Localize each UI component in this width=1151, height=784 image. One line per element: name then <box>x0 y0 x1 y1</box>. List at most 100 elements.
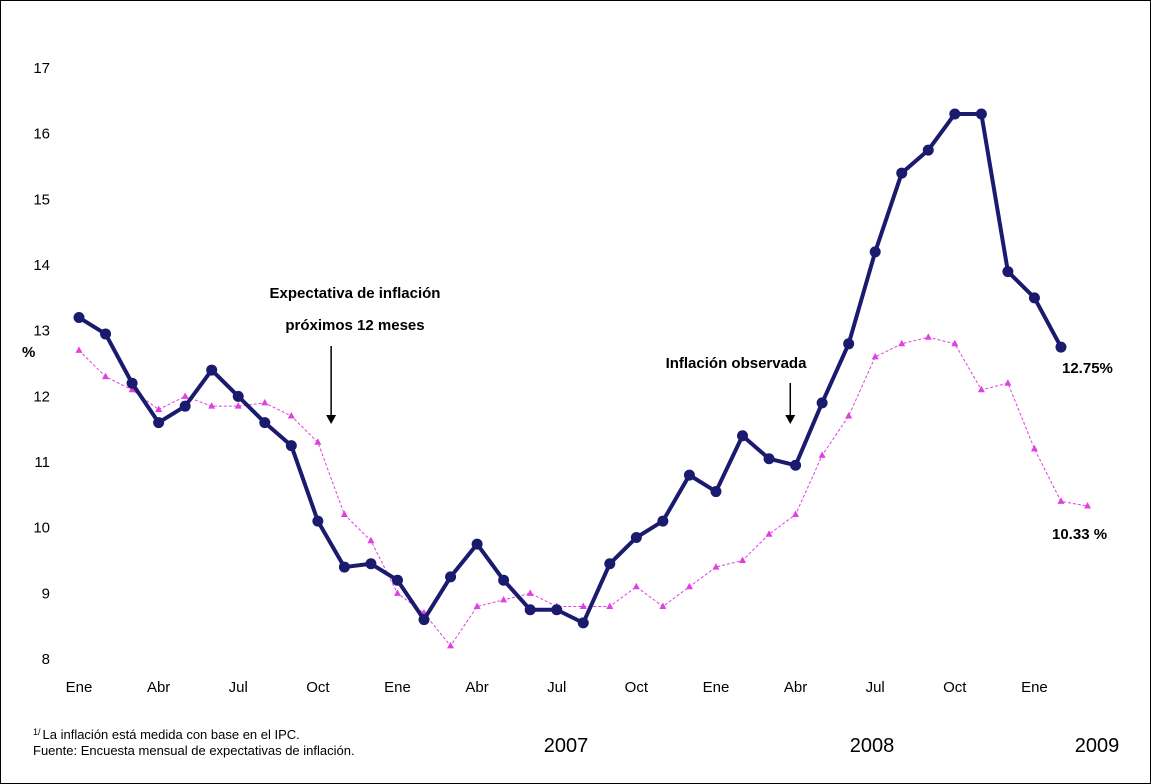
x-tick-label: Jul <box>547 679 566 696</box>
expected-inflation-point <box>685 582 693 590</box>
expected-inflation-point <box>500 595 508 603</box>
expected-inflation-point <box>367 536 375 544</box>
expected-annotation-line-2: próximos 12 meses <box>285 317 424 334</box>
observed-inflation-point <box>259 417 271 429</box>
observed-end-label: 12.75% <box>1062 360 1113 377</box>
y-tick-label: 11 <box>34 454 50 471</box>
y-tick-label: 17 <box>33 60 50 77</box>
observed-inflation-point <box>683 469 695 481</box>
expected-inflation-point <box>792 510 800 518</box>
observed-inflation-point <box>604 558 616 570</box>
expected-inflation-point <box>951 339 959 347</box>
y-tick-label: 14 <box>33 257 50 274</box>
expected-inflation-point <box>1004 379 1012 386</box>
x-tick-label: Ene <box>66 679 93 696</box>
x-tick-label: Jul <box>866 679 885 696</box>
expected-inflation-point <box>845 412 853 419</box>
x-tick-label: Abr <box>465 679 488 696</box>
annotations: Expectativa de inflación próximos 12 mes… <box>270 285 808 424</box>
observed-annotation-arrow-head <box>785 415 796 424</box>
observed-inflation-point <box>418 614 430 626</box>
expected-inflation-point <box>818 451 826 458</box>
observed-inflation-point <box>285 440 297 452</box>
year-labels: 2007 2008 2009 <box>544 735 1120 757</box>
observed-inflation-point <box>338 561 350 573</box>
observed-inflation-point <box>232 390 244 402</box>
footnote: 1/La inflación está medida con base en e… <box>33 727 355 758</box>
observed-inflation-point <box>763 453 775 465</box>
observed-inflation-point <box>126 377 138 389</box>
expected-annotation-line-1: Expectativa de inflación <box>270 285 441 302</box>
footnote-line-2: Fuente: Encuesta mensual de expectativas… <box>33 743 355 758</box>
observed-inflation-point <box>179 400 191 412</box>
observed-inflation-point <box>206 364 218 376</box>
footnote-line-1: 1/La inflación está medida con base en e… <box>33 727 300 742</box>
year-label: 2008 <box>850 735 895 757</box>
expected-inflation-point <box>393 589 401 596</box>
observed-inflation-point <box>445 571 457 583</box>
observed-inflation-point <box>498 574 510 586</box>
y-tick-label: 10 <box>33 520 50 537</box>
expected-inflation-point <box>977 385 985 393</box>
observed-inflation-point <box>365 558 377 570</box>
observed-inflation-point <box>949 108 961 120</box>
x-tick-label: Oct <box>306 679 330 696</box>
y-tick-label: 13 <box>33 323 50 340</box>
expected-inflation-point <box>924 333 932 340</box>
x-tick-label: Abr <box>784 679 807 696</box>
y-tick-label: 9 <box>42 585 50 602</box>
expected-inflation-point <box>181 392 189 399</box>
expected-inflation-point <box>208 402 216 409</box>
footnote-text: La inflación está medida con base en el … <box>43 727 300 742</box>
year-label: 2009 <box>1075 735 1120 757</box>
expected-inflation-point <box>102 372 110 380</box>
observed-inflation-point <box>471 538 483 550</box>
observed-inflation-point <box>1028 292 1040 304</box>
expected-inflation-point <box>75 346 83 353</box>
observed-inflation-point <box>524 604 536 616</box>
annotation-arrows <box>326 346 796 424</box>
expected-inflation-point <box>473 602 481 609</box>
observed-inflation-point <box>551 604 563 616</box>
observed-inflation-series <box>73 108 1067 629</box>
x-tick-label: Jul <box>229 679 248 696</box>
expected-inflation-point <box>447 641 455 649</box>
x-axis-ticks: Ene Abr Jul Oct Ene Abr Jul Oct Ene Abr Jul Oct Ene <box>66 679 1048 696</box>
expected-inflation-line <box>78 336 1088 647</box>
y-tick-label: 15 <box>33 191 50 208</box>
x-tick-label: Ene <box>703 679 730 696</box>
observed-inflation-point <box>630 532 642 544</box>
expected-inflation-point <box>712 563 720 570</box>
expected-inflation-point <box>314 438 322 445</box>
x-tick-label: Abr <box>147 679 170 696</box>
expected-inflation-point <box>871 352 879 360</box>
expected-inflation-point <box>739 556 746 563</box>
observed-inflation-point <box>790 459 802 471</box>
x-tick-label: Oct <box>943 679 967 696</box>
observed-annotation-line-1: Inflación observada <box>666 355 808 372</box>
observed-inflation-point <box>153 417 165 429</box>
expected-end-label: 10.33 % <box>1052 526 1107 543</box>
y-tick-label: 12 <box>33 388 50 405</box>
x-tick-label: Oct <box>625 679 649 696</box>
expected-inflation-point <box>1057 497 1065 504</box>
observed-inflation-point <box>657 515 669 527</box>
expected-inflation-point <box>1030 444 1038 452</box>
expected-inflation-point <box>261 398 269 406</box>
expected-inflation-series <box>75 333 1092 649</box>
observed-inflation-point <box>577 617 589 629</box>
observed-inflation-point <box>1055 341 1067 353</box>
expected-inflation-point <box>234 402 242 409</box>
observed-inflation-point <box>73 312 85 324</box>
footnote-superscript: 1/ <box>33 727 41 737</box>
expected-inflation-point <box>659 602 667 609</box>
expected-inflation-point <box>287 412 295 419</box>
year-label: 2007 <box>544 735 589 757</box>
observed-inflation-point <box>869 246 881 258</box>
x-tick-label: Ene <box>1021 679 1048 696</box>
expected-inflation-point <box>898 339 906 347</box>
observed-inflation-point <box>391 574 403 586</box>
observed-inflation-line <box>77 111 1063 625</box>
